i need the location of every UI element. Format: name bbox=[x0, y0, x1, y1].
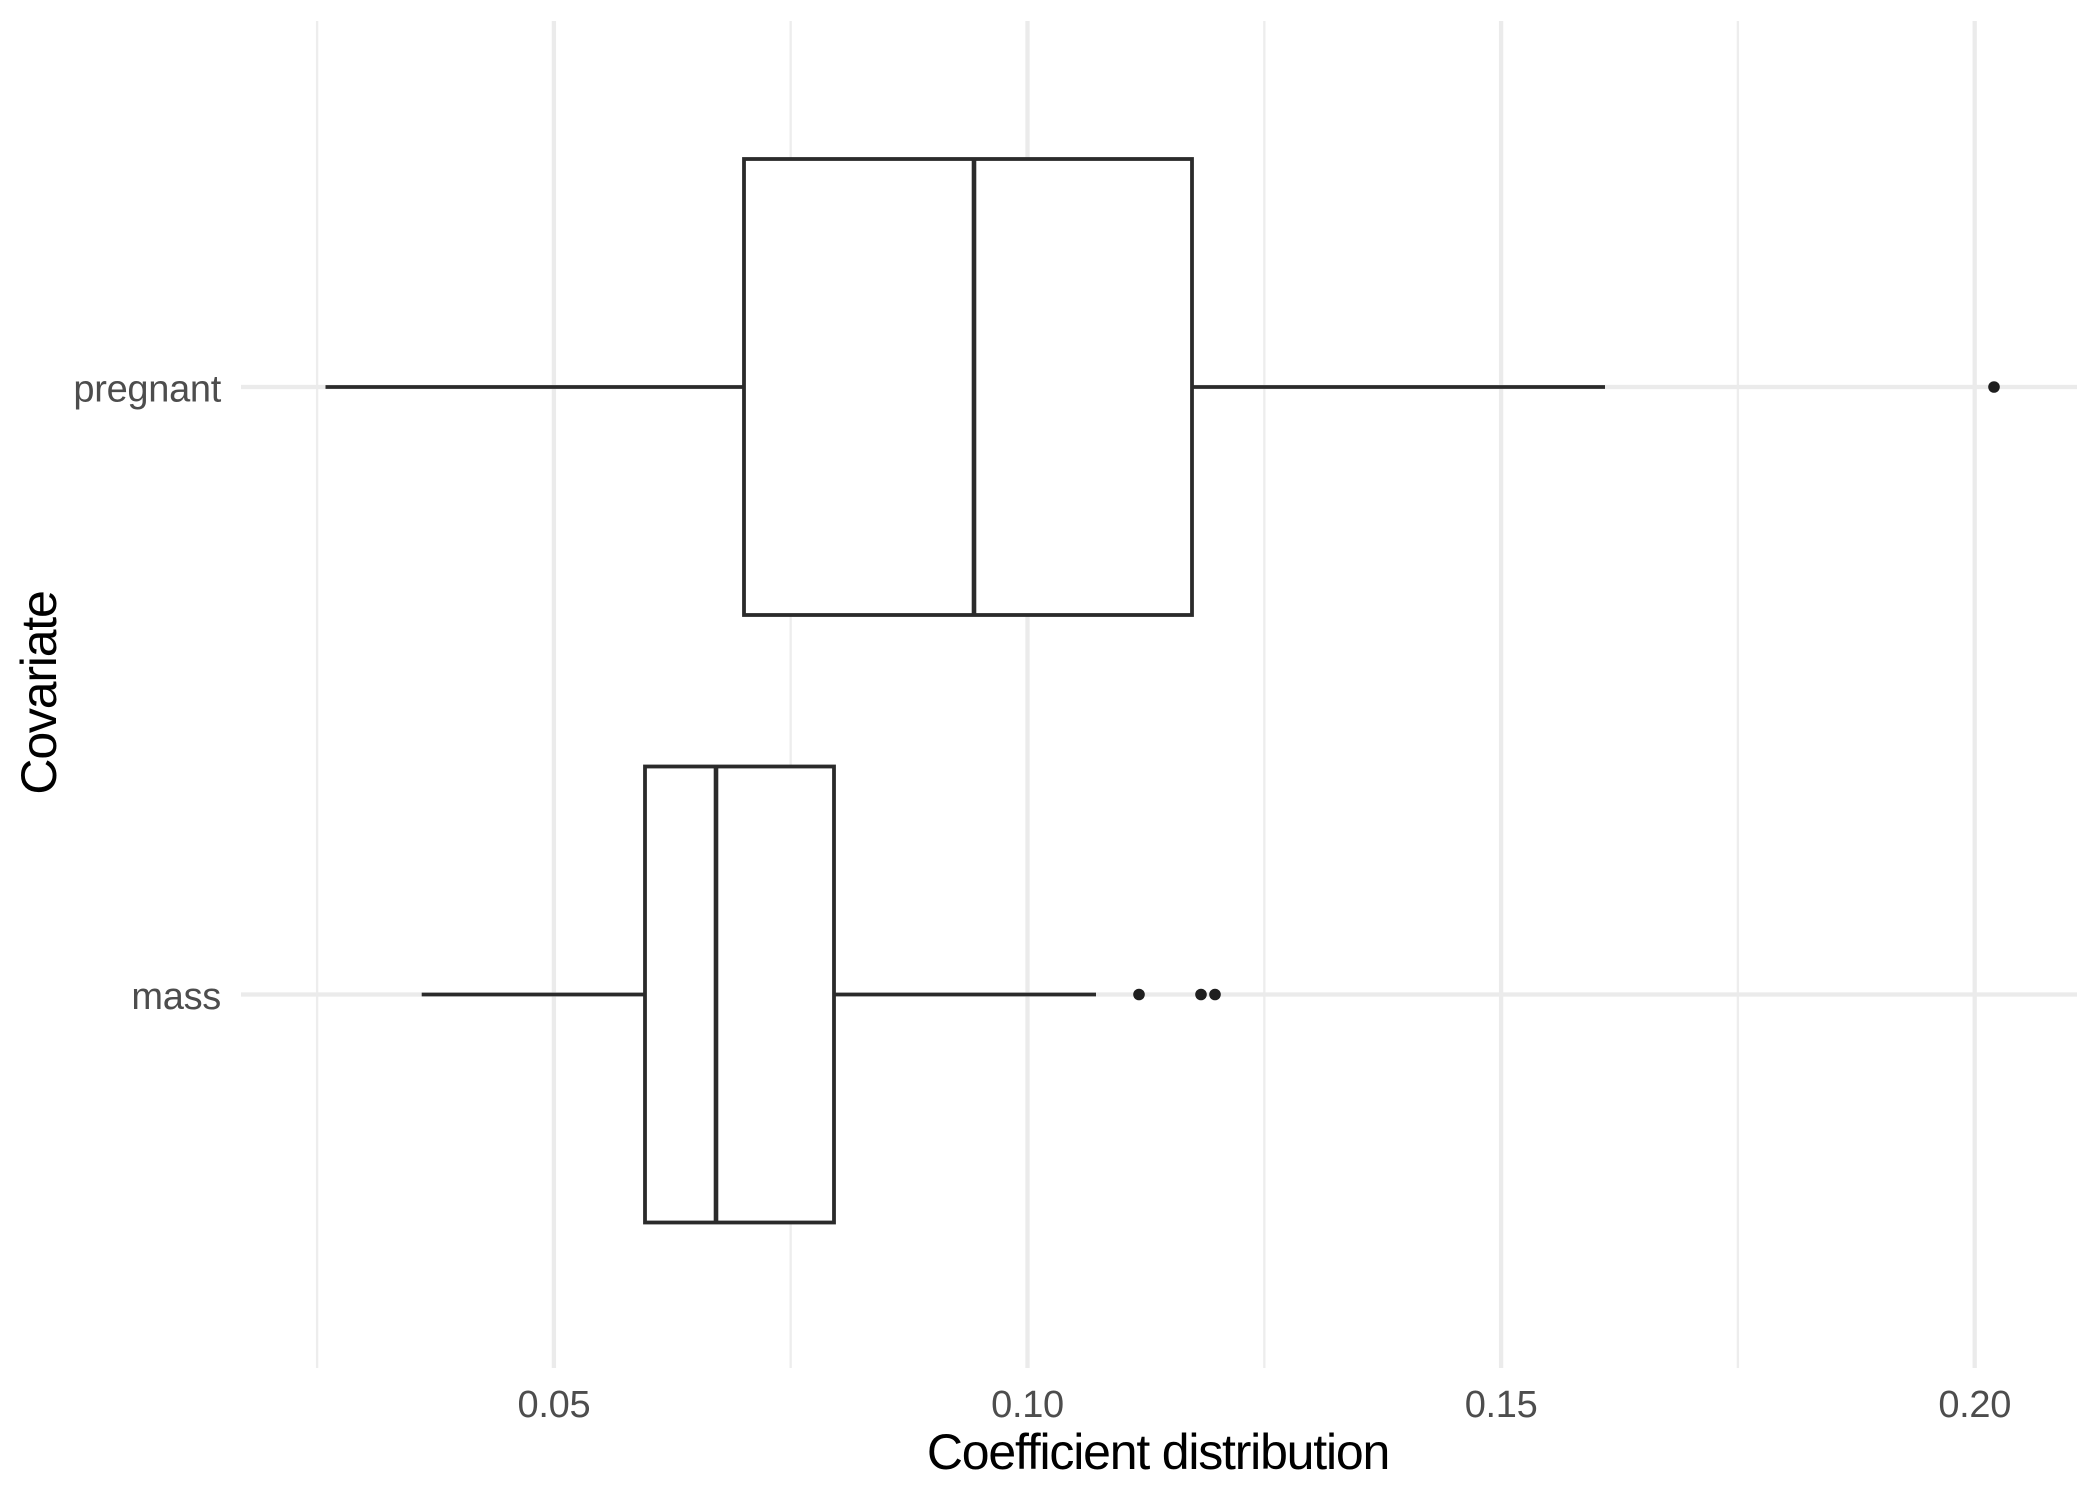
svg-text:0.20: 0.20 bbox=[1938, 1384, 2011, 1426]
svg-text:0.05: 0.05 bbox=[518, 1384, 591, 1426]
svg-text:pregnant: pregnant bbox=[73, 369, 221, 411]
svg-text:Covariate: Covariate bbox=[11, 591, 67, 794]
svg-text:Coefficient distribution: Coefficient distribution bbox=[927, 1424, 1389, 1480]
svg-text:mass: mass bbox=[131, 976, 221, 1018]
svg-text:0.10: 0.10 bbox=[991, 1384, 1064, 1426]
svg-text:0.15: 0.15 bbox=[1465, 1384, 1538, 1426]
